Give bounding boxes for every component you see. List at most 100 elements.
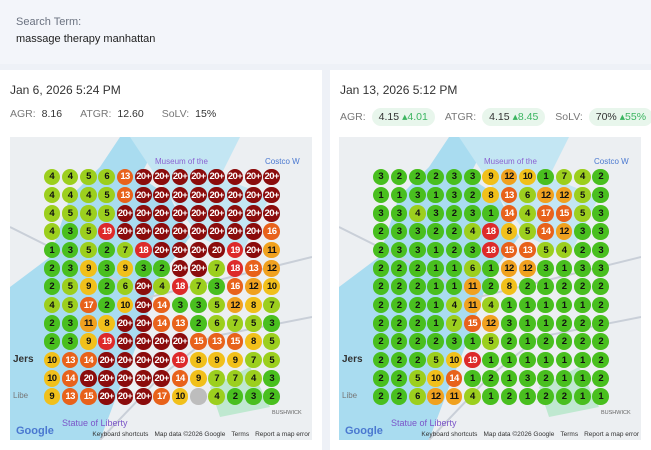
rank-dot[interactable]: 20 bbox=[208, 241, 225, 259]
rank-dot[interactable]: 3 bbox=[61, 260, 79, 277]
rank-dot[interactable]: 1 bbox=[427, 241, 444, 259]
rank-dot[interactable]: 7 bbox=[208, 370, 225, 387]
rank-dot[interactable]: 3 bbox=[537, 260, 554, 277]
rank-dot[interactable]: 20+ bbox=[245, 186, 262, 204]
rank-dot[interactable]: 2 bbox=[98, 296, 115, 314]
rank-dot[interactable]: 1 bbox=[537, 351, 554, 369]
rank-dot[interactable]: 12 bbox=[263, 260, 280, 277]
rank-dot[interactable]: 1 bbox=[482, 351, 499, 369]
rank-dot[interactable]: 2 bbox=[409, 315, 426, 332]
rank-dot[interactable]: 14 bbox=[61, 370, 79, 387]
rank-dot[interactable]: 3 bbox=[592, 205, 609, 222]
rank-dot[interactable]: 5 bbox=[61, 296, 79, 314]
rank-dot[interactable]: 8 bbox=[245, 333, 262, 350]
rank-dot[interactable]: 7 bbox=[226, 315, 244, 332]
rank-dot[interactable]: 2 bbox=[43, 278, 60, 295]
rank-dot[interactable]: 20+ bbox=[190, 186, 207, 204]
grid-map[interactable]: Museum of the Costco W Jers Libe BUSHWIC… bbox=[339, 137, 641, 440]
rank-dot[interactable]: 3 bbox=[135, 260, 152, 277]
rank-dot[interactable]: 20+ bbox=[153, 351, 170, 369]
rank-dot[interactable]: 19 bbox=[464, 351, 481, 369]
rank-dot[interactable]: 3 bbox=[592, 223, 609, 240]
rank-dot[interactable]: 11 bbox=[464, 278, 481, 295]
rank-dot[interactable]: 1 bbox=[390, 186, 408, 204]
rank-dot[interactable]: 1 bbox=[500, 351, 518, 369]
rank-dot[interactable]: 5 bbox=[80, 168, 97, 185]
rank-dot[interactable]: 3 bbox=[263, 370, 280, 387]
rank-dot[interactable]: 20+ bbox=[153, 186, 170, 204]
rank-dot[interactable]: 5 bbox=[574, 205, 591, 222]
rank-dot[interactable]: 10 bbox=[263, 278, 280, 295]
rank-dot[interactable]: 5 bbox=[80, 223, 97, 240]
rank-dot[interactable]: 6 bbox=[116, 278, 134, 295]
rank-dot[interactable]: 17 bbox=[537, 205, 554, 222]
rank-dot[interactable]: 2 bbox=[372, 296, 389, 314]
rank-dot[interactable]: 1 bbox=[537, 278, 554, 295]
grid-map[interactable]: Museum of the Costco W Jers Libe BUSHWIC… bbox=[10, 137, 312, 440]
rank-dot[interactable]: 20+ bbox=[226, 205, 244, 222]
rank-dot[interactable]: 1 bbox=[464, 333, 481, 350]
terms-link[interactable]: Terms bbox=[231, 431, 250, 438]
rank-dot[interactable]: 1 bbox=[574, 370, 591, 387]
rank-dot[interactable]: 10 bbox=[445, 351, 463, 369]
rank-dot[interactable]: 20+ bbox=[135, 315, 152, 332]
rank-dot[interactable]: 20+ bbox=[135, 388, 152, 405]
rank-dot[interactable]: 2 bbox=[98, 241, 115, 259]
rank-dot[interactable]: 12 bbox=[555, 186, 573, 204]
rank-dot[interactable]: 2 bbox=[519, 278, 536, 295]
rank-dot[interactable]: 2 bbox=[409, 168, 426, 185]
rank-dot[interactable]: 1 bbox=[445, 278, 463, 295]
rank-dot[interactable]: 9 bbox=[190, 370, 207, 387]
rank-dot[interactable]: 3 bbox=[464, 205, 481, 222]
rank-dot[interactable]: 2 bbox=[537, 370, 554, 387]
rank-dot[interactable]: 20+ bbox=[153, 168, 170, 185]
rank-dot[interactable]: 2 bbox=[263, 388, 280, 405]
rank-dot[interactable]: 20 bbox=[80, 370, 97, 387]
rank-dot[interactable]: 7 bbox=[190, 278, 207, 295]
rank-dot[interactable]: 4 bbox=[43, 296, 60, 314]
rank-dot[interactable]: 2 bbox=[372, 223, 389, 240]
rank-dot[interactable]: 16 bbox=[226, 278, 244, 295]
rank-dot[interactable]: 7 bbox=[263, 296, 280, 314]
rank-dot[interactable]: 2 bbox=[390, 260, 408, 277]
rank-dot[interactable]: 20+ bbox=[208, 168, 225, 185]
rank-dot[interactable]: 10 bbox=[519, 168, 536, 185]
rank-dot[interactable]: 2 bbox=[43, 260, 60, 277]
rank-dot[interactable]: 2 bbox=[98, 278, 115, 295]
rank-dot[interactable]: 9 bbox=[80, 333, 97, 350]
rank-dot[interactable]: 10 bbox=[43, 370, 60, 387]
rank-dot[interactable]: 15 bbox=[190, 333, 207, 350]
rank-dot[interactable]: 11 bbox=[464, 296, 481, 314]
rank-dot[interactable]: 9 bbox=[116, 260, 134, 277]
rank-dot[interactable]: 20+ bbox=[226, 223, 244, 240]
rank-dot[interactable]: 4 bbox=[574, 168, 591, 185]
rank-dot[interactable]: 13 bbox=[245, 260, 262, 277]
rank-dot[interactable]: 16 bbox=[263, 223, 280, 240]
rank-dot[interactable]: 1 bbox=[519, 351, 536, 369]
rank-dot[interactable]: 3 bbox=[390, 205, 408, 222]
rank-dot[interactable]: 1 bbox=[445, 260, 463, 277]
rank-dot[interactable]: 1 bbox=[555, 351, 573, 369]
rank-dot[interactable]: 13 bbox=[208, 333, 225, 350]
rank-dot[interactable]: 1 bbox=[482, 205, 499, 222]
rank-dot[interactable]: 2 bbox=[427, 333, 444, 350]
rank-dot[interactable] bbox=[190, 388, 207, 405]
rank-dot[interactable]: 1 bbox=[574, 351, 591, 369]
rank-dot[interactable]: 2 bbox=[555, 278, 573, 295]
rank-dot[interactable]: 8 bbox=[482, 186, 499, 204]
rank-dot[interactable]: 2 bbox=[574, 278, 591, 295]
rank-dot[interactable]: 2 bbox=[390, 168, 408, 185]
rank-dot[interactable]: 10 bbox=[116, 296, 134, 314]
rank-dot[interactable]: 2 bbox=[409, 278, 426, 295]
rank-dot[interactable]: 20+ bbox=[171, 168, 189, 185]
rank-dot[interactable]: 3 bbox=[61, 333, 79, 350]
rank-dot[interactable]: 3 bbox=[409, 186, 426, 204]
rank-dot[interactable]: 1 bbox=[427, 260, 444, 277]
rank-dot[interactable]: 20+ bbox=[116, 315, 134, 332]
rank-dot[interactable]: 13 bbox=[171, 315, 189, 332]
rank-dot[interactable]: 3 bbox=[390, 241, 408, 259]
rank-dot[interactable]: 20+ bbox=[190, 241, 207, 259]
rank-dot[interactable]: 14 bbox=[153, 315, 170, 332]
rank-dot[interactable]: 4 bbox=[464, 388, 481, 405]
rank-dot[interactable]: 2 bbox=[445, 241, 463, 259]
